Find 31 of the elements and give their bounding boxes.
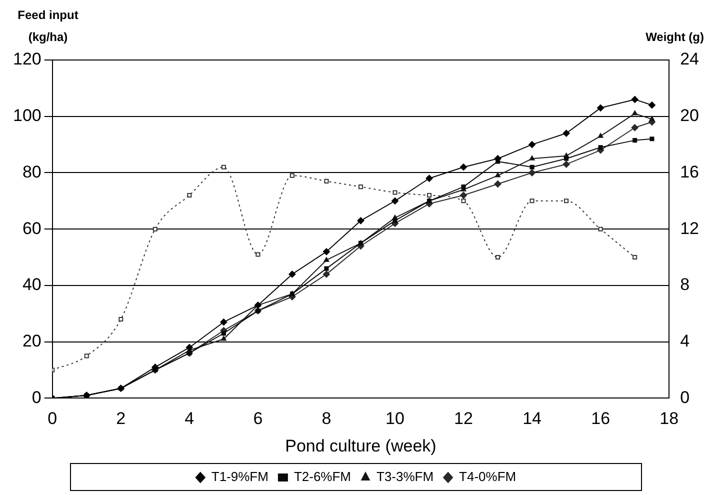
x-tick-label: 0 (48, 409, 58, 428)
x-tick-label: 14 (522, 409, 542, 428)
legend-label: T1-9%FM (211, 469, 268, 484)
y2-tick-label: 20 (680, 106, 700, 126)
x-tick-label: 6 (253, 409, 263, 428)
y-tick-label: 20 (22, 332, 42, 351)
y2-axis-title: Weight (g) (646, 29, 704, 46)
y2-tick-label: 0 (680, 388, 690, 407)
x-axis-title: Pond culture (week) (285, 436, 436, 456)
x-tick-label: 18 (660, 409, 679, 428)
y-tick-label: 100 (12, 106, 42, 126)
y-axis-title: Feed input (kg/ha) (16, 7, 80, 46)
y-tick-label: 120 (12, 50, 42, 69)
y-tick-label: 80 (22, 162, 42, 182)
y2-tick-label: 4 (680, 332, 690, 351)
x-tick-label: 12 (454, 409, 473, 428)
y2-tick-label: 16 (680, 162, 700, 182)
legend-label: T2-6%FM (294, 469, 352, 484)
x-tick-label: 2 (116, 409, 126, 428)
y2-tick-label: 12 (680, 218, 700, 238)
x-tick-label: 8 (322, 409, 332, 428)
y-tick-label: 40 (22, 275, 42, 294)
y2-tick-label: 8 (680, 275, 690, 294)
y-tick-label: 0 (32, 388, 42, 407)
x-tick-label: 10 (386, 409, 404, 428)
x-tick-label: 16 (591, 409, 610, 428)
y-tick-label: 60 (22, 218, 42, 238)
legend-label: T4-0%FM (459, 469, 516, 484)
x-tick-label: 4 (184, 409, 194, 428)
legend-label: T3-3%FM (376, 469, 434, 484)
y2-tick-label: 24 (680, 50, 700, 69)
